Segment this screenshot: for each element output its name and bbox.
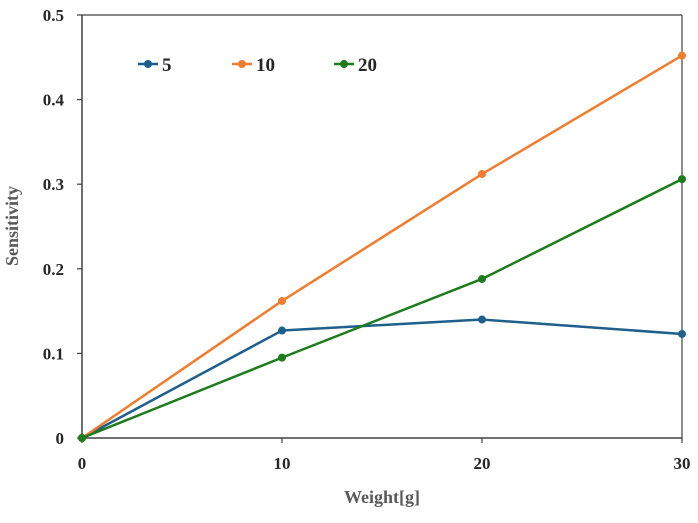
data-point-20	[278, 353, 286, 362]
data-point-20	[678, 175, 686, 184]
data-point-5	[278, 326, 286, 335]
data-point-10	[478, 170, 486, 179]
x-tick-label: 10	[274, 454, 291, 473]
y-tick-label: 0	[56, 429, 65, 448]
x-ticks: 0 10 20 30	[78, 438, 691, 473]
legend-label-10: 10	[256, 55, 275, 76]
series-line-5	[81, 318, 683, 440]
x-tick-label: 0	[78, 454, 87, 473]
x-tick-label: 20	[474, 454, 491, 473]
data-point-10	[278, 296, 286, 305]
data-point-5	[678, 329, 686, 338]
data-point-20	[78, 434, 86, 442]
y-tick-label: 0.3	[43, 175, 64, 194]
legend-marker-10	[238, 60, 246, 68]
legend-marker-20	[340, 60, 348, 68]
y-tick-label: 0.5	[43, 6, 64, 25]
legend: 5 10 20	[138, 55, 377, 76]
series-group	[78, 51, 686, 442]
y-tick-label: 0.2	[43, 260, 64, 279]
legend-marker-5	[144, 60, 152, 68]
x-tick-label: 30	[674, 454, 691, 473]
data-point-10	[678, 51, 686, 60]
legend-label-20: 20	[358, 55, 377, 76]
legend-label-5: 5	[162, 55, 172, 76]
y-tick-label: 0.1	[43, 344, 64, 363]
y-ticks: 0 0.1 0.2 0.3 0.4 0.5	[43, 6, 82, 448]
data-point-20	[478, 274, 486, 283]
x-axis-title: Weight[g]	[344, 487, 420, 507]
series-line-10	[81, 54, 683, 440]
data-point-5	[478, 315, 486, 324]
y-tick-label: 0.4	[43, 91, 65, 110]
series-line-20	[81, 178, 683, 440]
y-axis-title: Sensitivity	[2, 186, 22, 266]
plot-area	[81, 14, 683, 439]
